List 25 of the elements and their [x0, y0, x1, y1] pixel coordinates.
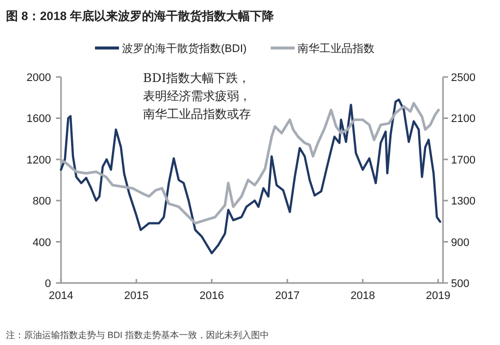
- y2-tick-label: 1300: [451, 196, 476, 208]
- x-tick-label: 2016: [200, 290, 224, 302]
- annotation: 注：原油运输指数走势与 BDI 指数走势基本一致，因此未列入图中: [6, 330, 270, 340]
- x-tick-label: 2014: [48, 290, 74, 302]
- y2-tick-label: 500: [451, 278, 470, 290]
- y-tick-label: 1200: [26, 154, 51, 166]
- y-tick-label: 1600: [26, 113, 51, 126]
- y-tick-label: 2000: [26, 72, 51, 84]
- x-tick-label: 2015: [124, 290, 149, 302]
- legend-label: 南华工业品指数: [298, 42, 375, 55]
- annotation: 表明经济需求疲弱，: [143, 89, 251, 103]
- annotation: BDI指数大幅下跌，: [143, 71, 250, 85]
- x-tick-label: 2017: [275, 290, 300, 302]
- y2-tick-label: 1700: [451, 154, 476, 166]
- y2-tick-label: 2100: [451, 113, 476, 126]
- legend-label: 波罗的海干散货指数(BDI): [122, 42, 247, 55]
- chart-title: 图 8：2018 年底以来波罗的海干散货指数大幅下降: [6, 9, 276, 23]
- y2-tick-label: 900: [451, 236, 470, 249]
- y-tick-label: 400: [32, 236, 51, 249]
- x-tick-label: 2019: [426, 290, 450, 302]
- y2-tick-label: 2500: [451, 72, 476, 84]
- annotation: 南华工业品指数或存: [143, 107, 251, 121]
- y-tick-label: 0: [44, 278, 51, 290]
- x-tick-label: 2018: [350, 290, 375, 302]
- y-tick-label: 800: [32, 196, 51, 208]
